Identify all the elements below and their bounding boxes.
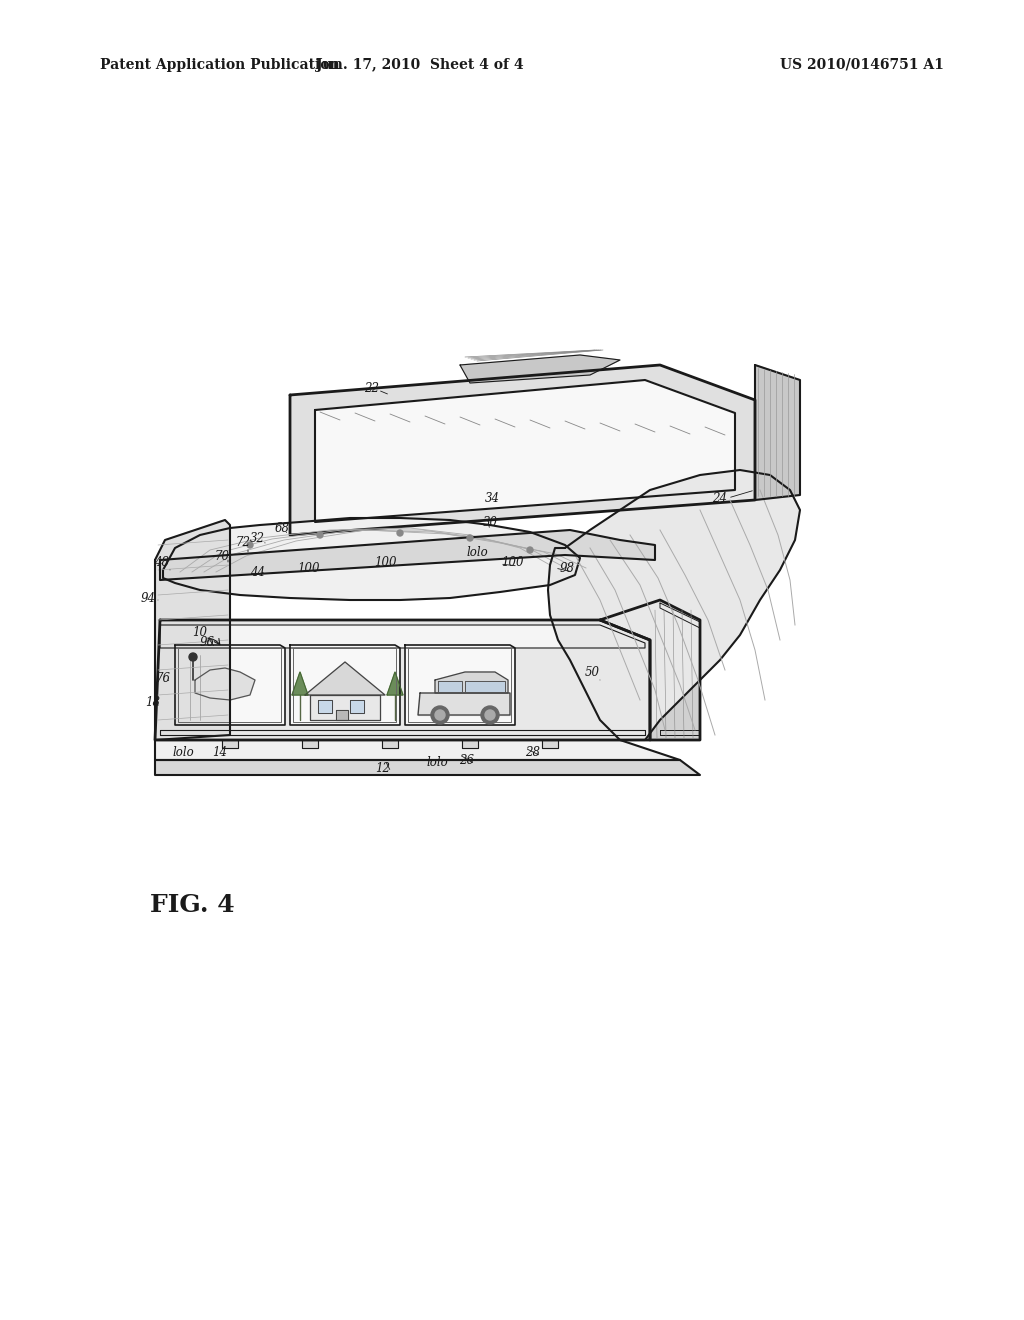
Text: 30: 30 (482, 516, 498, 528)
Polygon shape (465, 681, 505, 692)
Text: 100: 100 (374, 557, 396, 569)
Circle shape (247, 543, 253, 548)
Polygon shape (292, 672, 308, 696)
Text: 72: 72 (236, 536, 251, 549)
Text: 68: 68 (274, 521, 290, 535)
Text: 98: 98 (559, 561, 574, 574)
Text: Jun. 17, 2010  Sheet 4 of 4: Jun. 17, 2010 Sheet 4 of 4 (316, 58, 524, 73)
Text: Patent Application Publication: Patent Application Publication (100, 58, 340, 73)
Text: 70: 70 (214, 550, 229, 564)
Polygon shape (155, 760, 700, 775)
Polygon shape (305, 663, 385, 696)
Polygon shape (310, 696, 380, 719)
Polygon shape (222, 741, 238, 748)
Polygon shape (195, 668, 255, 700)
Circle shape (467, 535, 473, 541)
Polygon shape (660, 603, 700, 628)
Circle shape (435, 710, 445, 719)
Text: 10: 10 (193, 626, 208, 639)
Text: 100: 100 (501, 557, 523, 569)
Polygon shape (336, 710, 348, 719)
Circle shape (317, 532, 323, 539)
Text: 14: 14 (213, 747, 227, 759)
Circle shape (397, 531, 403, 536)
Text: FIG. 4: FIG. 4 (150, 894, 234, 917)
Polygon shape (350, 700, 364, 713)
Polygon shape (160, 624, 645, 648)
Polygon shape (755, 366, 800, 500)
Text: 26: 26 (460, 755, 474, 767)
Text: 22: 22 (365, 381, 380, 395)
Text: lolo: lolo (426, 756, 447, 770)
Text: 18: 18 (145, 697, 161, 710)
Circle shape (431, 706, 449, 723)
Polygon shape (155, 620, 650, 741)
Text: 44: 44 (251, 565, 265, 578)
Polygon shape (406, 645, 515, 725)
Circle shape (527, 546, 534, 553)
Text: 48: 48 (155, 557, 170, 569)
Text: 32: 32 (250, 532, 264, 544)
Text: 28: 28 (525, 747, 541, 759)
Polygon shape (438, 681, 462, 692)
Polygon shape (462, 741, 478, 748)
Text: 34: 34 (484, 491, 500, 504)
Text: 12: 12 (376, 762, 390, 775)
Polygon shape (460, 355, 620, 383)
Text: 50: 50 (585, 667, 599, 680)
Text: lolo: lolo (466, 546, 487, 560)
Polygon shape (290, 366, 755, 535)
Polygon shape (418, 693, 510, 715)
Polygon shape (155, 741, 680, 760)
Circle shape (189, 653, 197, 661)
Polygon shape (382, 741, 398, 748)
Polygon shape (387, 672, 403, 696)
Polygon shape (548, 470, 800, 741)
Polygon shape (315, 380, 735, 521)
Text: US 2010/0146751 A1: US 2010/0146751 A1 (780, 58, 944, 73)
Polygon shape (318, 700, 332, 713)
Polygon shape (290, 645, 400, 725)
Polygon shape (163, 517, 580, 601)
Text: 76: 76 (156, 672, 171, 685)
Polygon shape (155, 520, 230, 741)
Text: 100: 100 (297, 561, 319, 574)
Text: 96: 96 (200, 636, 214, 649)
Text: 24: 24 (713, 491, 727, 504)
Polygon shape (435, 672, 508, 693)
Polygon shape (542, 741, 558, 748)
Text: 94: 94 (140, 591, 156, 605)
Polygon shape (175, 645, 285, 725)
Circle shape (485, 710, 495, 719)
Polygon shape (160, 531, 655, 579)
Polygon shape (600, 601, 700, 741)
Text: lolo: lolo (172, 746, 194, 759)
Polygon shape (302, 741, 318, 748)
Circle shape (481, 706, 499, 723)
